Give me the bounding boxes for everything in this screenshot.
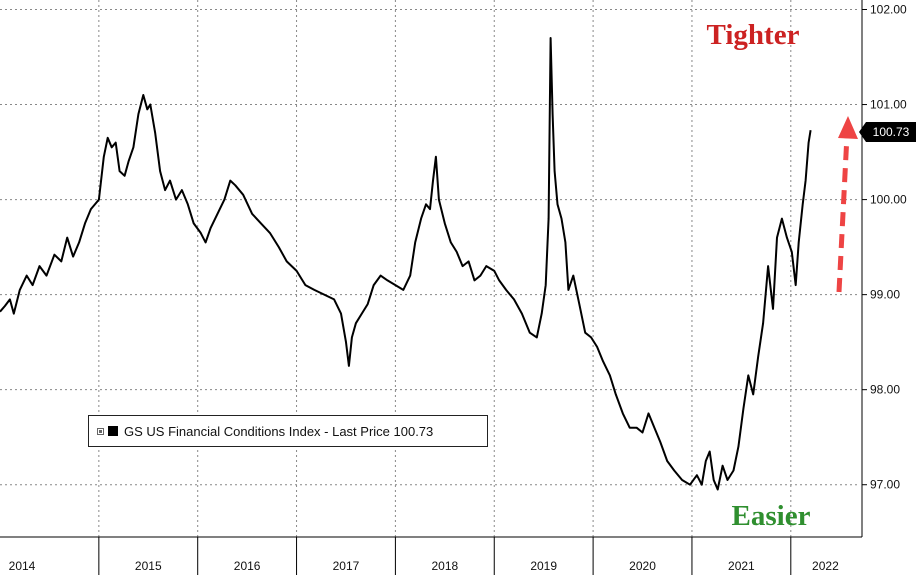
x-tick-label: 2020: [629, 559, 656, 573]
x-tick-label: 2018: [431, 559, 458, 573]
trend-arrow-shaft: [836, 134, 850, 293]
trend-arrow-layer: [836, 116, 858, 293]
x-tick-label: 2017: [333, 559, 360, 573]
y-tick-label: 98.00: [870, 383, 900, 397]
x-tick-label: 2015: [135, 559, 162, 573]
annotation-tighter: Tighter: [707, 19, 800, 51]
x-tick-label: 2014: [9, 559, 36, 573]
gridlines: [0, 0, 860, 537]
y-tick-label: 100.00: [870, 193, 907, 207]
last-price-tag: 100.73: [859, 122, 916, 142]
series-line: [0, 37, 812, 491]
legend-label: GS US Financial Conditions Index - Last …: [124, 423, 434, 439]
y-tick-label: 99.00: [870, 288, 900, 302]
legend-swatch-icon: [108, 426, 118, 436]
y-tick-label: 101.00: [870, 98, 907, 112]
annotation-easier: Easier: [732, 500, 811, 532]
series-line-layer: [0, 37, 812, 491]
y-tick-label: 97.00: [870, 478, 900, 492]
x-tick-label: 2022: [812, 559, 839, 573]
legend: GS US Financial Conditions Index - Last …: [88, 415, 488, 447]
last-price-value: 100.73: [872, 125, 910, 139]
x-tick-label: 2016: [234, 559, 261, 573]
legend-toggle-icon[interactable]: [97, 427, 104, 435]
x-tick-label: 2019: [530, 559, 557, 573]
trend-arrow-head: [838, 116, 858, 139]
x-tick-label: 2021: [728, 559, 755, 573]
y-tick-label: 102.00: [870, 3, 907, 17]
